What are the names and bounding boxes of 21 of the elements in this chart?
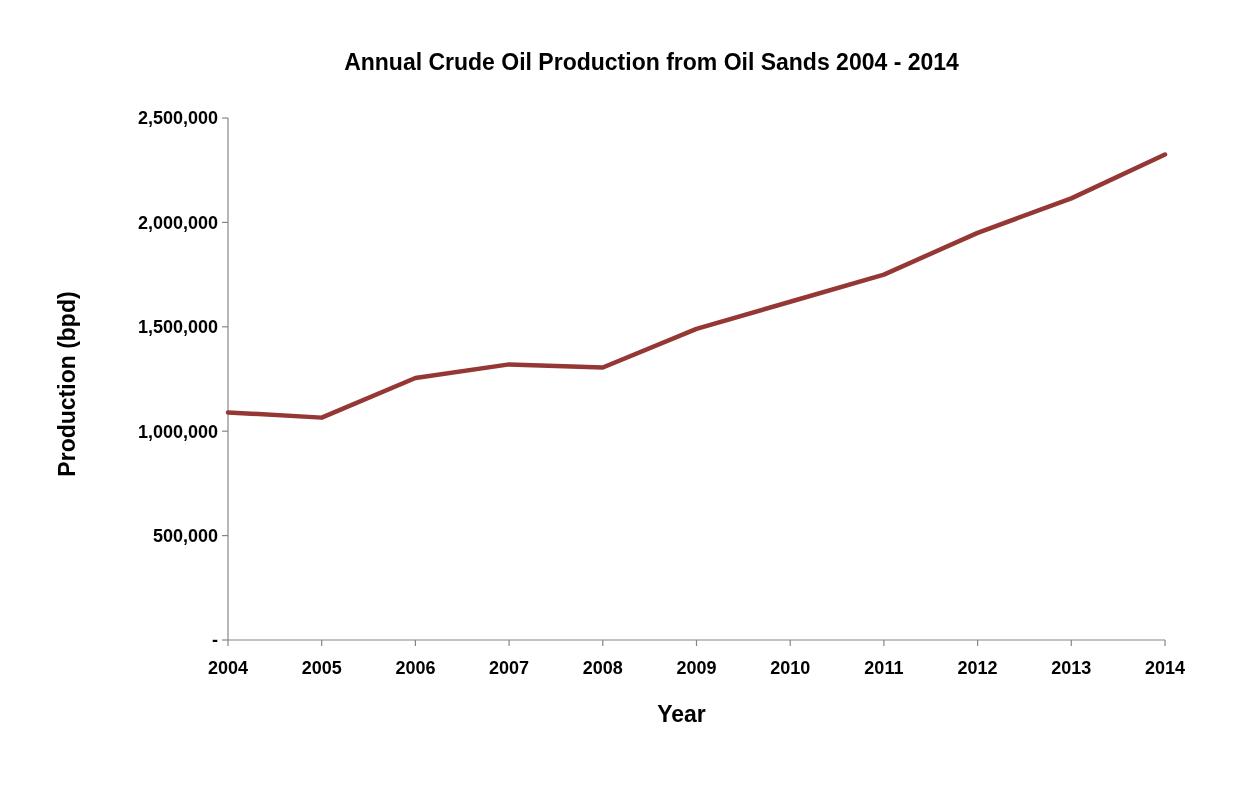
x-tick-label: 2008 bbox=[582, 658, 623, 678]
x-tick-label: 2004 bbox=[207, 658, 249, 678]
x-tick-label: 2013 bbox=[1051, 658, 1092, 678]
y-axis-title: Production (bpd) bbox=[54, 291, 80, 477]
y-tick-label: 500,000 bbox=[152, 525, 218, 546]
y-tick-label: - bbox=[212, 630, 218, 651]
x-tick-label: 2010 bbox=[770, 658, 811, 678]
x-tick-label: 2012 bbox=[957, 658, 998, 678]
y-tick-label: 2,000,000 bbox=[137, 212, 218, 233]
line-series bbox=[225, 152, 1168, 420]
y-tick-label: 2,500,000 bbox=[137, 108, 218, 129]
x-tick-label: 2009 bbox=[676, 658, 717, 678]
x-axis-title: Year bbox=[657, 701, 706, 727]
y-tick-label: 1,000,000 bbox=[137, 421, 218, 442]
x-tick-label: 2005 bbox=[301, 658, 342, 678]
x-tick-label: 2011 bbox=[864, 658, 904, 678]
x-tick-label: 2006 bbox=[395, 658, 436, 678]
x-tick-label: 2014 bbox=[1144, 658, 1186, 678]
chart-title: Annual Crude Oil Production from Oil Sands 2004 - 2014 bbox=[344, 49, 960, 75]
x-tick-label: 2007 bbox=[489, 658, 530, 678]
y-tick-label: 1,500,000 bbox=[137, 317, 218, 338]
